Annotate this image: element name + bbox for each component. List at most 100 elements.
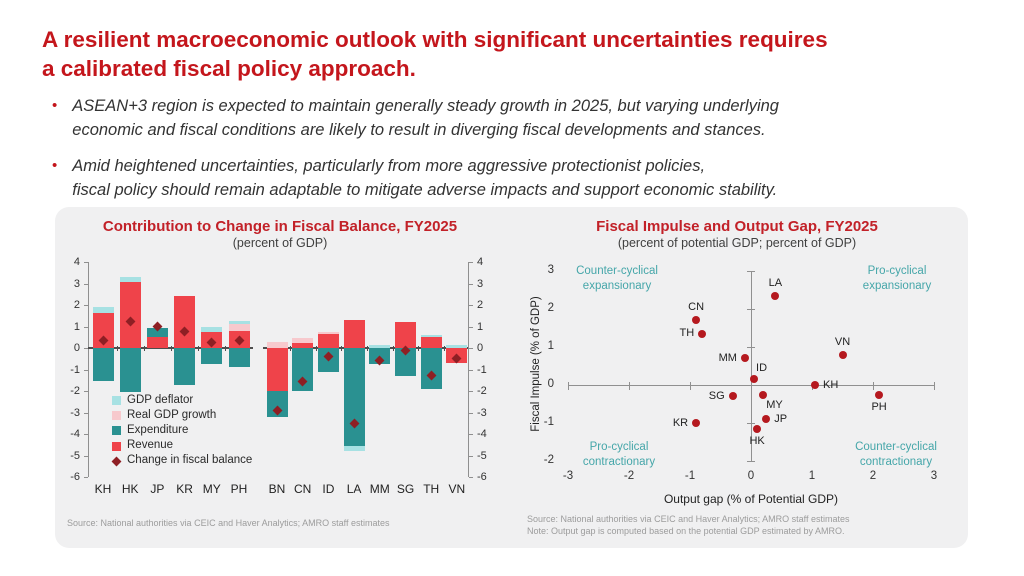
list-item: • ASEAN+3 region is expected to maintain… [52, 95, 992, 143]
scatter-point-id [750, 375, 759, 384]
revenue-bar-segment [420, 337, 442, 348]
axis-tick-label: 4 [73, 256, 80, 268]
gdp-deflator-bar-segment [201, 326, 223, 332]
legend-label: Real GDP growth [127, 408, 217, 421]
expenditure-bar-segment [420, 348, 442, 389]
source-note: Source: National authorities via CEIC an… [527, 514, 850, 524]
axis-tick [469, 369, 473, 371]
axis-tick [469, 434, 473, 435]
axis-tick [747, 346, 755, 348]
axis-tick-label: 0 [747, 470, 755, 482]
expenditure-bar-segment [228, 348, 250, 368]
gdp-deflator-bar-segment [369, 344, 391, 348]
x-axis-title: Output gap (% of Potential GDP) [663, 492, 839, 506]
expenditure-bar-segment [343, 348, 365, 446]
expenditure-bar-segment [395, 348, 416, 376]
revenue-bar-segment [146, 337, 168, 348]
axis-tick-label: 2 [547, 302, 554, 314]
axis-tick-label: -2 [70, 385, 80, 397]
axis-tick-label: 0 [73, 342, 80, 354]
legend-swatch [112, 441, 121, 451]
category-label: HK [121, 482, 139, 496]
axis-tick-label: -1 [684, 470, 696, 482]
scatter-point-my [759, 390, 768, 399]
bullet-text: ASEAN+3 region is expected to maintain g… [72, 97, 779, 139]
axis-tick-label: -4 [477, 428, 487, 440]
axis-tick [628, 381, 630, 390]
category-label: KH [94, 482, 112, 496]
revenue-bar-segment [266, 348, 288, 391]
gdp-deflator-bar-segment [343, 445, 365, 452]
axis-tick-label: -2 [543, 454, 554, 466]
fiscal-impulse-chart-title: Fiscal Impulse and Output Gap, FY2025 [596, 218, 878, 235]
axis-tick-label: -3 [477, 406, 487, 419]
expenditure-bar-segment [146, 327, 168, 338]
axis-tick-label: 2 [477, 299, 484, 311]
category-label: SG [396, 482, 415, 496]
axis-tick [315, 346, 317, 351]
zero-axis-line [263, 347, 468, 349]
scatter-point-kr [692, 419, 701, 427]
axis-tick-label: 1 [808, 470, 816, 482]
source-note: Source: National authorities via CEIC an… [67, 518, 390, 528]
revenue-bar-segment [317, 334, 339, 348]
category-label: CN [294, 482, 312, 496]
category-label: JP [150, 482, 165, 496]
category-label: PH [230, 482, 248, 496]
gdp-deflator-bar-segment [446, 344, 468, 348]
axis-tick [289, 346, 291, 351]
bullet-text: Amid heightened uncertainties, particula… [72, 156, 778, 199]
revenue-bar-segment [92, 312, 114, 348]
axis-tick [84, 391, 88, 392]
chart-note: Note: Output gap is computed based on th… [527, 526, 845, 536]
axis-tick [469, 412, 473, 414]
axis-tick-label: 2 [73, 299, 80, 311]
category-label: KR [176, 482, 193, 496]
point-label-ph: PH [871, 400, 887, 413]
axis-tick [933, 381, 935, 390]
quadrant-label-bottom-right: Counter-cyclical contractionary [855, 441, 937, 468]
axis-tick [392, 346, 394, 351]
axis-tick [469, 283, 473, 285]
axis-tick-label: -1 [70, 363, 80, 376]
axis-tick [689, 381, 691, 390]
axis-tick-label: 3 [73, 277, 80, 290]
category-label: LA [346, 482, 362, 496]
y-axis-line [88, 262, 89, 477]
point-label-kr: KR [672, 416, 689, 429]
point-label-mm: MM [718, 351, 737, 364]
scatter-point-vn [838, 350, 847, 359]
point-label-id: ID [756, 362, 768, 375]
scatter-point-hk [753, 424, 762, 433]
gdp-deflator-bar-segment [119, 277, 141, 283]
expenditure-bar-segment [119, 348, 141, 393]
point-label-sg: SG [708, 389, 725, 402]
axis-tick [747, 270, 755, 272]
axis-tick [84, 434, 88, 435]
axis-tick-label: 2 [869, 470, 877, 482]
revenue-bar-segment [174, 296, 196, 348]
category-label: ID [322, 482, 335, 496]
point-label-vn: VN [834, 335, 851, 348]
axis-tick [84, 326, 88, 328]
legend-swatch [112, 411, 121, 421]
quadrant-label-top-right: Pro-cyclical expansionary [862, 265, 932, 292]
axis-tick [747, 422, 755, 424]
axis-tick [469, 326, 473, 328]
revenue-bar-segment [292, 342, 314, 348]
axis-tick [84, 369, 88, 371]
gdp-deflator-bar-segment [92, 307, 114, 313]
axis-tick-label: -3 [562, 470, 574, 482]
axis-tick-label: 1 [477, 320, 484, 333]
revenue-bar-segment [119, 282, 141, 348]
axis-tick [469, 391, 473, 392]
revenue-bar-segment [343, 320, 365, 348]
axis-tick-label: -2 [477, 385, 487, 397]
axis-tick [84, 262, 88, 263]
category-label: MM [369, 482, 390, 496]
legend-label: Revenue [127, 439, 174, 452]
expenditure-bar-segment [292, 348, 314, 391]
axis-tick [469, 477, 473, 478]
real-gdp-growth-bar-segment [228, 324, 250, 331]
